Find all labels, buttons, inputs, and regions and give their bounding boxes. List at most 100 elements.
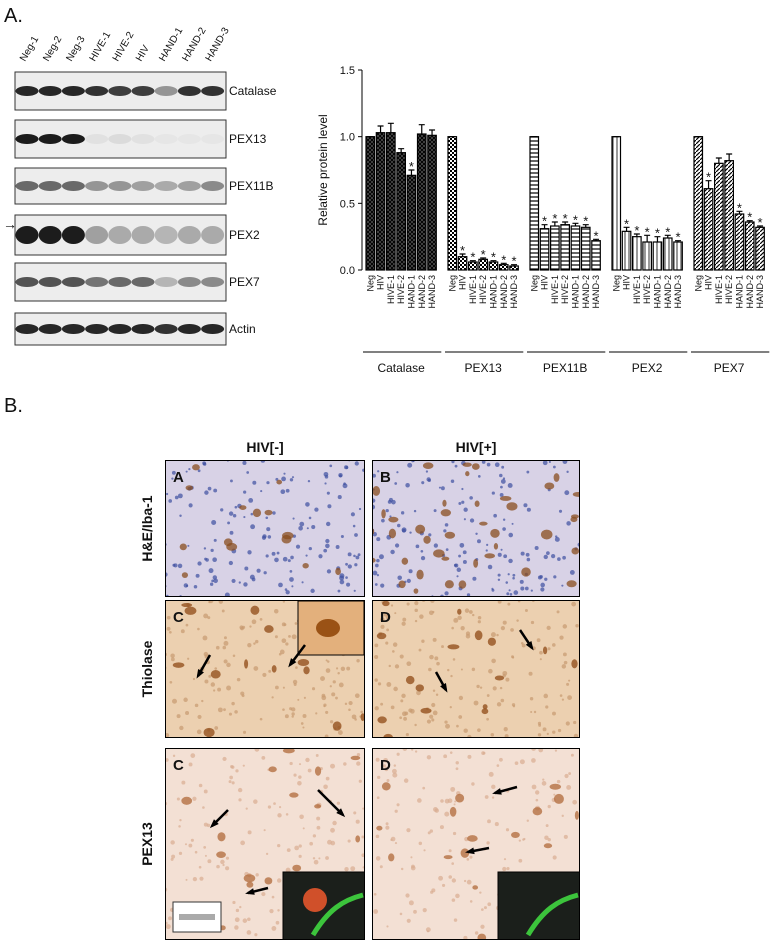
blot-band: [61, 181, 85, 191]
tissue-dot: [552, 643, 556, 647]
tissue-dot: [500, 626, 505, 631]
error-bar: [480, 257, 487, 260]
error-bar: [387, 122, 394, 133]
micrograph: D: [372, 748, 580, 940]
tissue-dot: [441, 645, 444, 649]
tissue-dot: [402, 711, 407, 717]
tissue-dot: [392, 650, 395, 653]
tissue-dot: [355, 819, 360, 824]
group-label: PEX2: [632, 361, 663, 375]
bar: [611, 136, 622, 271]
tissue-dot: [396, 471, 399, 474]
tissue-dot: [354, 693, 360, 699]
x-tick-label: HAND-1: [570, 275, 580, 309]
tissue-dot: [394, 543, 400, 548]
tissue-dot: [571, 601, 577, 607]
tissue-dot: [339, 474, 342, 478]
lane-label: HIV: [134, 43, 152, 63]
tissue-dot: [394, 664, 400, 669]
tissue-dot: [512, 573, 516, 577]
tissue-dot: [541, 781, 547, 786]
tissue-dot: [372, 570, 378, 576]
tissue-dot: [556, 610, 560, 614]
tissue-dot: [502, 620, 507, 625]
tissue-dot: [499, 686, 503, 690]
tissue-dot: [487, 902, 492, 907]
tissue-dot: [537, 733, 542, 737]
tissue-dot: [329, 685, 332, 688]
tissue-dot: [452, 658, 456, 661]
error-bar: [551, 221, 558, 226]
tissue-dot: [503, 858, 507, 861]
tissue-dot: [253, 666, 259, 671]
tissue-dot: [188, 843, 193, 848]
tissue-dot: [405, 893, 410, 898]
stained-cell: [474, 630, 483, 641]
tissue-dot: [329, 464, 333, 468]
tissue-dot: [315, 712, 318, 715]
micrograph: C: [165, 748, 365, 940]
tissue-dot: [456, 575, 459, 578]
panel-border: [372, 460, 580, 597]
tissue-dot: [250, 524, 256, 530]
tissue-dot: [348, 700, 353, 706]
stained-cell: [506, 502, 518, 511]
stained-cell: [570, 516, 578, 523]
tissue-dot: [201, 699, 204, 703]
error-bar: [429, 129, 436, 136]
tissue-dot: [240, 691, 245, 696]
bar: [457, 256, 468, 271]
tissue-dot: [253, 642, 256, 645]
stained-cell: [571, 659, 578, 669]
error-bar: [511, 264, 518, 266]
tissue-dot: [450, 479, 455, 484]
tissue-dot: [224, 592, 230, 597]
tissue-dot: [185, 470, 188, 473]
tissue-dot: [198, 865, 202, 869]
tissue-dot: [519, 759, 525, 765]
tissue-dot: [537, 575, 542, 580]
tissue-dot: [179, 514, 182, 517]
error-bar: [633, 233, 640, 237]
blot-band: [38, 226, 62, 244]
tissue-dot: [231, 781, 235, 785]
micrograph: C: [165, 600, 365, 738]
tissue-dot: [289, 577, 294, 582]
tissue-dot: [425, 470, 429, 473]
tissue-dot: [546, 551, 550, 555]
tissue-dot: [552, 730, 556, 734]
tissue-dot: [406, 918, 411, 923]
stained-cell: [415, 684, 425, 692]
stained-cell: [314, 804, 322, 809]
tissue-dot: [466, 858, 470, 861]
tissue-dot: [327, 504, 332, 509]
tissue-dot: [335, 696, 338, 700]
tissue-dot: [413, 909, 417, 914]
tissue-dot: [274, 635, 278, 639]
tissue-dot: [297, 698, 300, 701]
tissue-dot: [408, 708, 413, 713]
tissue-dot: [354, 563, 358, 567]
tissue-dot: [561, 664, 567, 669]
tissue-dot: [193, 585, 198, 589]
tissue-dot: [271, 895, 275, 899]
tissue-dot: [228, 780, 232, 784]
x-tick-label: HIVE-1: [386, 275, 396, 304]
blot-band: [108, 134, 132, 144]
tissue-dot: [335, 667, 339, 670]
tissue-dot: [533, 710, 537, 714]
bar: [447, 136, 458, 271]
tissue-dot: [506, 867, 510, 871]
tissue-dot: [192, 677, 196, 681]
tissue-dot: [185, 710, 190, 716]
tissue-dot: [405, 483, 410, 488]
stained-cell: [465, 471, 470, 477]
tissue-dot: [469, 496, 473, 500]
tissue-dot: [453, 803, 456, 806]
tissue-dot: [386, 779, 390, 782]
significance-mark: *: [583, 214, 588, 229]
tissue-dot: [393, 686, 398, 692]
tissue-dot: [554, 537, 560, 542]
tissue-dot: [327, 660, 330, 663]
